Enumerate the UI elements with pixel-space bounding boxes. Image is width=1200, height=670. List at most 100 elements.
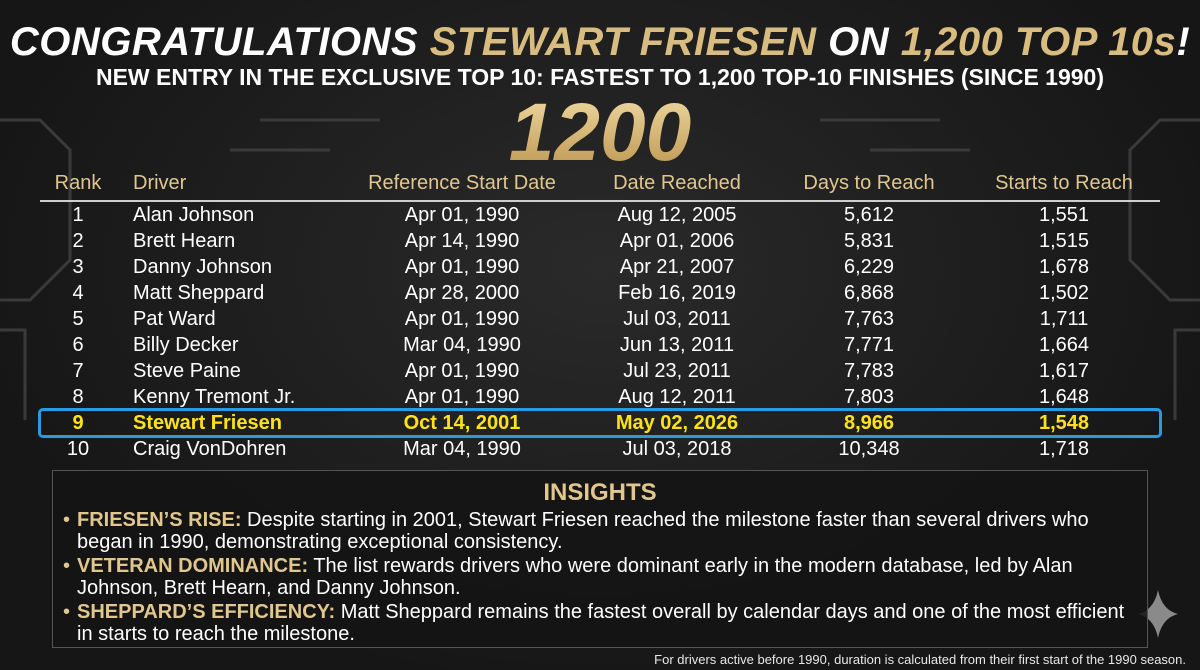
table-row: 4 Matt Sheppard Apr 28, 2000 Feb 16, 2019 6,…	[40, 280, 1160, 306]
table-cell: 1,718	[1038, 438, 1090, 460]
table-cell: Jul 23, 2011	[623, 360, 731, 382]
column-header: Rank	[54, 172, 102, 194]
column-header: Starts to Reach	[995, 172, 1133, 194]
table-cell: Jul 03, 2011	[623, 308, 731, 330]
table-cell: Mar 04, 1990	[403, 334, 521, 356]
title-part: 1,200 TOP 10s	[900, 20, 1177, 64]
table-cell: Apr 21, 2007	[619, 256, 735, 278]
table-cell: 9	[72, 412, 84, 434]
table-row: 3 Danny Johnson Apr 01, 1990 Apr 21, 2007 6,…	[40, 254, 1160, 280]
table-cell: Billy Decker	[133, 334, 239, 356]
table-row: 10 Craig VonDohren Mar 04, 1990 Jul 03, 201…	[40, 436, 1160, 462]
insight-item: • SHEPPARD’S EFFICIENCY: Matt Sheppard re…	[63, 601, 1135, 645]
title: CONGRATULATIONS STEWART FRIESEN ON 1,200…	[0, 20, 1200, 65]
table-cell: 2	[72, 230, 84, 252]
table-cell: Mar 04, 1990	[403, 438, 521, 460]
table-cell: Apr 01, 2006	[619, 230, 735, 252]
bullet: •	[63, 601, 71, 623]
insight-label: SHEPPARD’S EFFICIENCY:	[77, 601, 336, 623]
table-cell: Apr 01, 1990	[404, 386, 520, 408]
table-cell: Apr 28, 2000	[404, 282, 520, 304]
table-cell: 5,612	[843, 204, 895, 226]
table-cell: 7,771	[843, 334, 895, 356]
table-cell: 8,966	[843, 412, 895, 434]
table-cell: Apr 01, 1990	[404, 360, 520, 382]
insights-title: INSIGHTS	[543, 479, 657, 506]
footnote: For drivers active before 1990, duration…	[654, 652, 1186, 667]
table-cell: May 02, 2026	[615, 412, 739, 434]
table-cell: Jul 03, 2018	[622, 438, 732, 460]
table-cell: 10	[66, 438, 90, 460]
insight-label: FRIESEN’S RISE:	[77, 509, 242, 531]
table-cell: 7,763	[843, 308, 895, 330]
table-row: 2 Brett Hearn Apr 14, 1990 Apr 01, 2006 5,83…	[40, 228, 1160, 254]
insight-text: The list rewards drivers who were domina…	[77, 555, 1073, 599]
table-row: 1 Alan Johnson Apr 01, 1990 Aug 12, 2005 5,6…	[40, 202, 1160, 228]
column-header: Days to Reach	[803, 172, 935, 194]
column-header: Driver	[133, 172, 187, 194]
table-cell: Stewart Friesen	[133, 412, 282, 434]
insight-label: VETERAN DOMINANCE:	[77, 555, 309, 577]
insight-text: Despite starting in 2001, Stewart Friese…	[77, 509, 1089, 553]
table-row: 6 Billy Decker Mar 04, 1990 Jun 13, 2011 7,7…	[40, 332, 1160, 358]
table-cell: 1,664	[1038, 334, 1090, 356]
column-header: Date Reached	[613, 172, 741, 194]
bullet: •	[63, 509, 71, 531]
table-cell: 6	[72, 334, 84, 356]
table-cell: 5,831	[843, 230, 895, 252]
table-row: 7 Steve Paine Apr 01, 1990 Jul 23, 2011 7,78…	[40, 358, 1160, 384]
table-cell: Apr 14, 1990	[404, 230, 520, 252]
insight-item: • FRIESEN’S RISE: Despite starting in 200…	[63, 509, 1135, 553]
table-cell: 6,868	[843, 282, 895, 304]
title-part: CONGRATULATIONS	[9, 20, 430, 64]
table-cell: 1,551	[1038, 204, 1090, 226]
bullet: •	[63, 555, 71, 577]
table-row: 8 Kenny Tremont Jr. Apr 01, 1990 Aug 12, 20…	[40, 384, 1160, 410]
table-cell: 3	[72, 256, 84, 278]
table-cell: Craig VonDohren	[133, 438, 287, 460]
table-cell: Jun 13, 2011	[619, 334, 735, 356]
table-cell: 7	[72, 360, 84, 382]
table-cell: Apr 01, 1990	[404, 308, 520, 330]
table-cell: Alan Johnson	[133, 204, 255, 226]
table-cell: 1,711	[1039, 308, 1089, 330]
insight-item: • VETERAN DOMINANCE: The list rewards dri…	[63, 555, 1135, 599]
table-cell: Kenny Tremont Jr.	[133, 386, 296, 408]
table-cell: 1,617	[1038, 360, 1090, 382]
table-cell: 4	[72, 282, 84, 304]
table-cell: 1,678	[1038, 256, 1090, 278]
table-cell: Apr 01, 1990	[404, 256, 520, 278]
title-part: !	[1176, 20, 1191, 64]
insight-text: Matt Sheppard remains the fastest overal…	[77, 601, 1125, 645]
highlighted-row: 9 Stewart Friesen Oct 14, 2001 May 02, 2026…	[38, 408, 1162, 438]
table-cell: 10,348	[838, 438, 900, 460]
table-cell: 1	[72, 204, 84, 226]
table-cell: Oct 14, 2001	[403, 412, 521, 434]
table-cell: Aug 12, 2005	[617, 204, 737, 226]
table-cell: Steve Paine	[133, 360, 241, 382]
table-cell: 5	[72, 308, 84, 330]
header-row: Rank Driver Reference Start Date Date Reach…	[40, 170, 1160, 202]
title-part: STEWART FRIESEN	[429, 20, 817, 64]
table-cell: 7,783	[843, 360, 895, 382]
column-header: Reference Start Date	[368, 172, 556, 194]
table-cell: Feb 16, 2019	[618, 282, 736, 304]
table-cell: 6,229	[843, 256, 895, 278]
table-cell: 1,648	[1038, 386, 1090, 408]
table-cell: 8	[72, 386, 84, 408]
table-cell: Aug 12, 2011	[618, 386, 736, 408]
table-cell: Brett Hearn	[133, 230, 236, 252]
subtitle: NEW ENTRY IN THE EXCLUSIVE TOP 10: FASTE…	[95, 64, 1104, 90]
milestone-number: 1200	[0, 86, 1200, 180]
insights-box: INSIGHTS • FRIESEN’S RISE: Despite starti…	[52, 470, 1148, 648]
table-row: 5 Pat Ward Apr 01, 1990 Jul 03, 2011 7,763 1,…	[40, 306, 1160, 332]
table-cell: Danny Johnson	[133, 256, 272, 278]
table-cell: 7,803	[843, 386, 895, 408]
table-cell: Pat Ward	[133, 308, 216, 330]
table-cell: 1,502	[1038, 282, 1090, 304]
table-cell: Matt Sheppard	[133, 282, 265, 304]
title-part: ON	[816, 20, 901, 64]
table-cell: 1,548	[1038, 412, 1090, 434]
